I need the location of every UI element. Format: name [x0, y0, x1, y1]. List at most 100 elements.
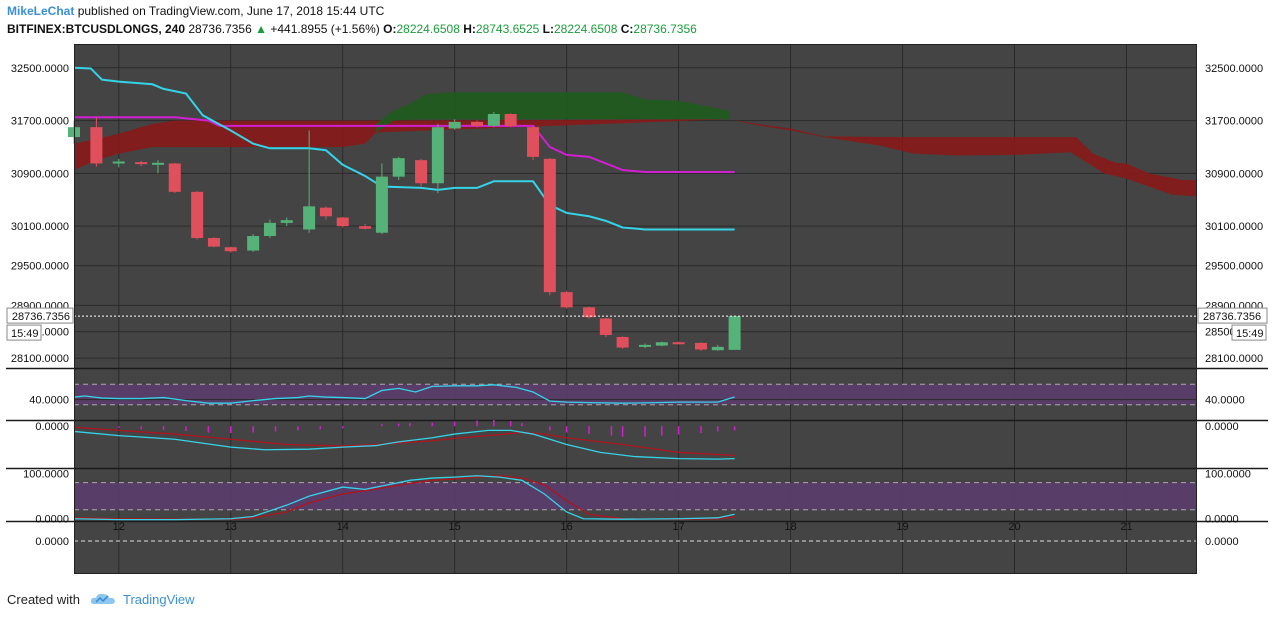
stoch-tick-right: 100.0000: [1205, 469, 1251, 481]
candle-body: [263, 222, 276, 237]
rsi-line: [73, 384, 735, 404]
candle-body: [560, 292, 573, 308]
candle-body: [504, 113, 517, 126]
candle-body: [639, 344, 652, 347]
created-with-text: Created with: [7, 592, 80, 607]
footer: Created with TradingView: [7, 592, 195, 607]
candle-body: [694, 342, 707, 350]
x-tick-label: 20: [1008, 521, 1020, 533]
candle-body: [168, 163, 181, 192]
candle-body: [319, 207, 332, 217]
stoch-band: [74, 482, 1197, 510]
last-price-label-left: 28736.7356: [12, 311, 70, 323]
last-price-badge-left: [6, 307, 74, 324]
candle-body: [527, 127, 540, 157]
change-text: +441.8955 (+1.56%): [270, 22, 380, 36]
symbol-label: BITFINEX:BTCUSDLONGS, 240: [7, 22, 186, 36]
macd-tick-left: 0.0000: [35, 421, 69, 433]
candle-body: [191, 191, 204, 239]
price-tick-right: 29500.0000: [1205, 261, 1263, 273]
x-tick-label: 21: [1120, 521, 1132, 533]
candle-body: [415, 160, 428, 184]
candle-body: [207, 238, 220, 247]
tradingview-cloud-icon: [90, 593, 115, 604]
ichimoku-cloud-green: [376, 92, 729, 133]
price-tick-left: 30900.0000: [11, 168, 69, 180]
price-tick-left: 31700.0000: [11, 116, 69, 128]
price-tick-left: 32500.0000: [11, 63, 69, 75]
candle-body: [90, 127, 103, 164]
price-tick-left: 30100.0000: [11, 221, 69, 233]
macd-tick-right: 0.0000: [1205, 421, 1239, 433]
candle-body: [672, 342, 685, 345]
candlestick-chart[interactable]: 32500.0000 32500.0000 31700.0000 31700.0000…: [6, 44, 1268, 581]
price-tick-left: 28100.0000: [11, 353, 69, 365]
candle-body: [280, 220, 293, 223]
candle-body: [655, 342, 668, 346]
stoch-d-line: [73, 475, 735, 520]
macd-line: [73, 429, 735, 460]
candle-body: [247, 236, 260, 251]
x-tick-label: 14: [337, 521, 349, 533]
countdown-badge-right: [1231, 324, 1267, 341]
high-label: H:: [463, 22, 476, 36]
candle-body: [711, 346, 724, 351]
candle-body: [728, 316, 741, 350]
x-tick-label: 17: [672, 521, 684, 533]
x-tick-label: 13: [225, 521, 237, 533]
candle-body: [392, 158, 405, 177]
price-tick-left: 29500.0000: [11, 261, 69, 273]
candle-body: [616, 336, 629, 348]
price-tick-right: 28100.0000: [1205, 353, 1263, 365]
price-tick-right: 30900.0000: [1205, 168, 1263, 180]
stoch-tick-right: 0.0000: [1205, 514, 1239, 526]
bottom-tick-left: 0.0000: [35, 536, 69, 548]
candle-body: [224, 247, 237, 252]
publish-line: MikeLeChat published on TradingView.com,…: [7, 4, 384, 18]
candle-body: [487, 113, 500, 126]
stoch-tick-left: 100.0000: [23, 469, 69, 481]
open-label: O:: [383, 22, 397, 36]
low-value: 28224.6508: [553, 22, 618, 36]
x-tick-label: 19: [896, 521, 908, 533]
countdown-badge-left: [6, 324, 42, 341]
published-text: published on TradingView.com, June 17, 2…: [77, 4, 385, 18]
up-arrow-icon: ▲: [255, 22, 268, 36]
candle-body: [471, 121, 484, 126]
price-tick-right: 32500.0000: [1205, 63, 1263, 75]
candle-body: [583, 307, 596, 318]
high-value: 28743.6525: [475, 22, 540, 36]
close-value: 28736.7356: [633, 22, 697, 36]
candle-body: [112, 161, 125, 164]
candle-body: [543, 158, 556, 293]
ichimoku-cloud-red: [74, 119, 1197, 197]
macd-signal-line: [73, 426, 735, 457]
candle-body: [135, 162, 148, 165]
symbol-legend: BITFINEX:BTCUSDLONGS, 240 28736.7356 ▲ +…: [7, 22, 697, 36]
bottom-tick-right: 0.0000: [1205, 536, 1239, 548]
candle-body: [303, 206, 316, 230]
candle-body: [336, 217, 349, 227]
x-tick-label: 18: [784, 521, 796, 533]
open-value: 28224.6508: [396, 22, 460, 36]
candle-body: [599, 318, 612, 336]
candle-body: [431, 127, 444, 184]
candle-body: [359, 226, 372, 229]
close-label: C:: [620, 22, 634, 36]
price-tick-right: 31700.0000: [1205, 116, 1263, 128]
tradingview-link[interactable]: TradingView: [123, 592, 195, 607]
candle-body: [375, 176, 388, 233]
candle-body: [151, 162, 164, 165]
rsi-tick-right: 40.0000: [1205, 395, 1245, 407]
x-tick-label: 15: [449, 521, 461, 533]
author-link[interactable]: MikeLeChat: [7, 4, 75, 18]
stoch-tick-left: 0.0000: [35, 514, 69, 526]
stoch-k-line: [73, 475, 735, 521]
low-label: L:: [542, 22, 554, 36]
plot-border: [74, 44, 1197, 574]
x-tick-label: 12: [113, 521, 125, 533]
price-tick-right: 30100.0000: [1205, 221, 1263, 233]
x-tick-label: 16: [561, 521, 573, 533]
countdown-left: 15:49: [11, 328, 39, 340]
last-price: 28736.7356: [188, 22, 252, 36]
